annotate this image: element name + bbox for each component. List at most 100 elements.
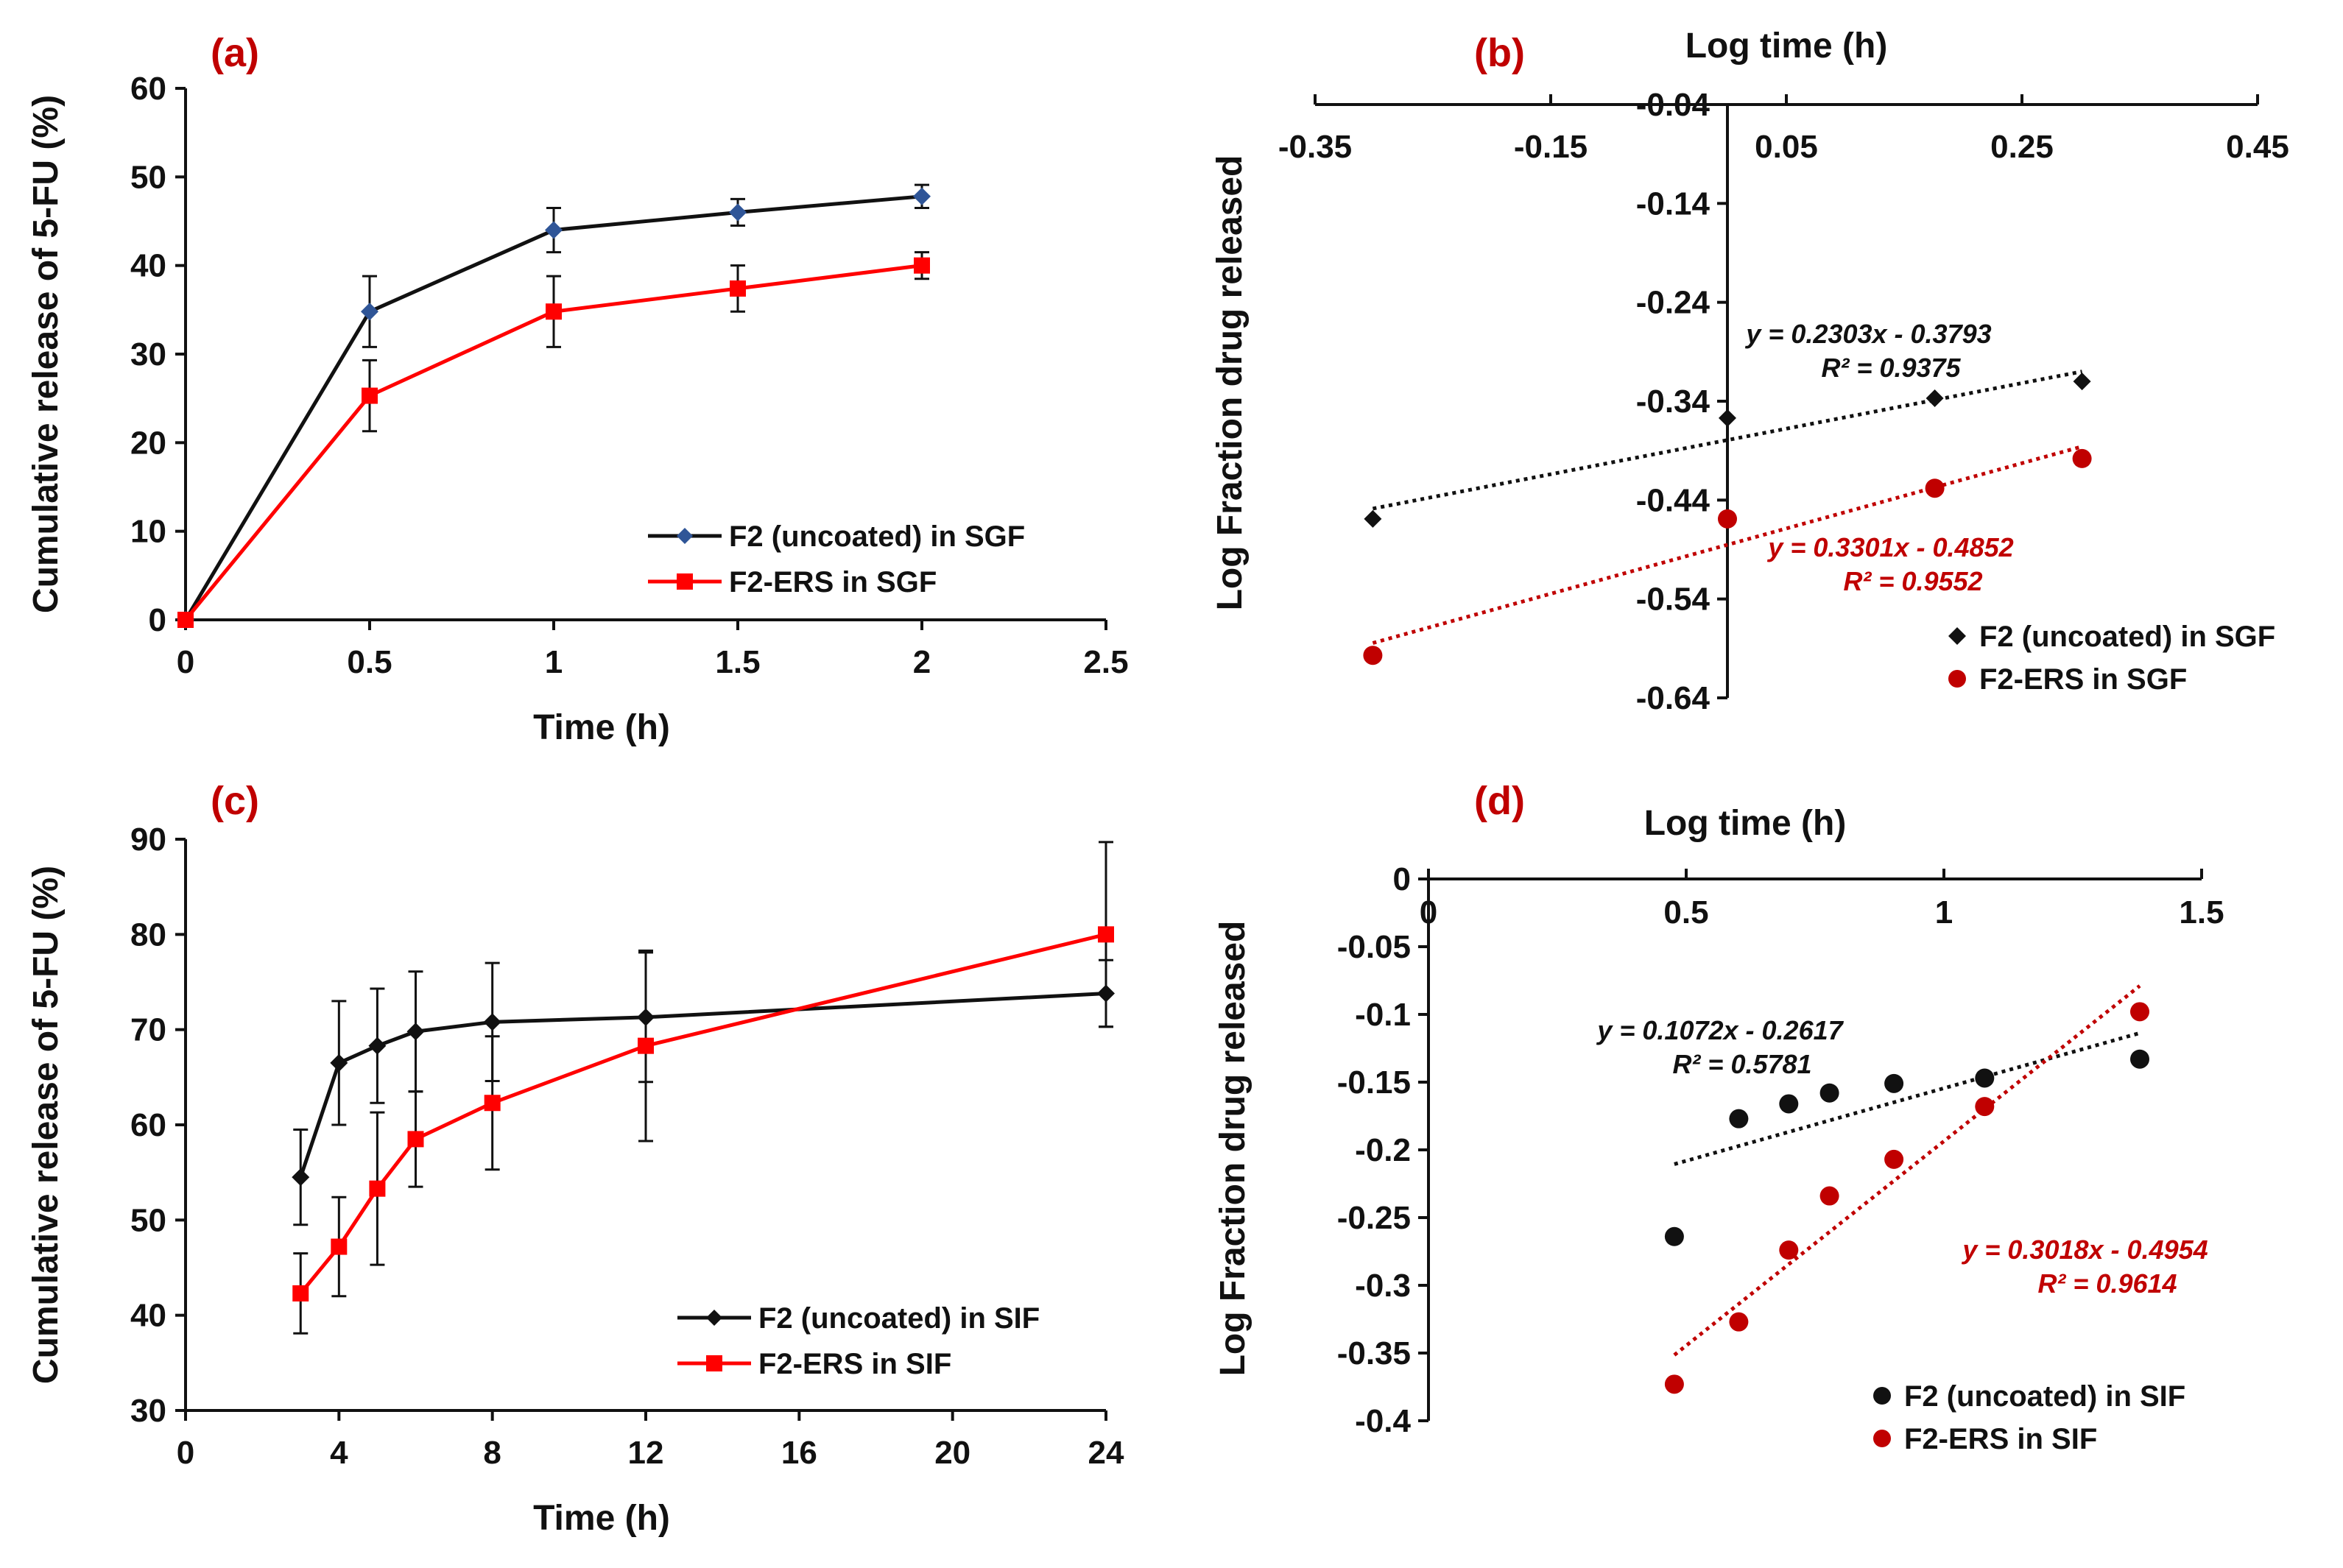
data-point — [729, 203, 747, 222]
y-tick-label: 40 — [130, 1298, 166, 1334]
fit-equation: y = 0.2303x - 0.3793 — [1744, 319, 1991, 349]
x-tick-label: 8 — [483, 1435, 501, 1471]
fit-equation: y = 0.3301x - 0.4852 — [1766, 532, 2013, 562]
y-tick-label: 20 — [130, 425, 166, 461]
data-point — [1975, 1068, 1995, 1088]
y-tick-label: 10 — [130, 514, 166, 550]
data-point — [483, 1013, 501, 1031]
data-point — [1664, 1226, 1684, 1246]
panel-label: (c) — [211, 779, 259, 823]
legend-label: F2-ERS in SGF — [729, 566, 937, 598]
data-point — [2072, 448, 2092, 468]
legend-label: F2 (uncoated) in SIF — [758, 1302, 1040, 1335]
panel-c: 30 40 50 60 70 80 90 0 4 8 12 16 20 24 Time (h) Cumulat… — [27, 779, 1124, 1538]
legend-label: F2 (uncoated) in SGF — [729, 520, 1025, 553]
x-tick-label: 0.5 — [1663, 894, 1708, 930]
trend-line — [1372, 445, 2083, 645]
data-point — [1718, 509, 1737, 529]
x-tick-label: -0.35 — [1278, 129, 1352, 165]
data-point — [913, 187, 931, 205]
legend-marker — [677, 573, 693, 590]
y-tick-label: -0.15 — [1337, 1064, 1411, 1101]
data-point — [1779, 1094, 1799, 1114]
data-point — [406, 1023, 425, 1041]
data-point — [368, 1036, 387, 1055]
x-tick-label: 0.05 — [1755, 129, 1818, 165]
data-point — [1779, 1240, 1799, 1260]
data-point — [330, 1053, 348, 1072]
y-tick-label: -0.34 — [1636, 384, 1710, 420]
data-point — [2130, 1002, 2149, 1022]
legend-label: F2-ERS in SGF — [1979, 663, 2187, 696]
data-point — [1819, 1186, 1839, 1206]
fit-r-squared: R² = 0.5781 — [1672, 1049, 1811, 1079]
fit-r-squared: R² = 0.9552 — [1843, 566, 1982, 596]
data-point — [1664, 1374, 1684, 1394]
data-point — [2130, 1049, 2149, 1069]
x-tick-label: 16 — [781, 1435, 817, 1471]
data-point — [1363, 646, 1383, 665]
data-point — [369, 1180, 386, 1197]
x-axis-title: Log time (h) — [1644, 804, 1847, 843]
legend-label: F2 (uncoated) in SGF — [1979, 621, 2275, 653]
data-point — [1925, 478, 1945, 498]
y-tick-label: -0.04 — [1636, 87, 1710, 123]
y-axis-title: Cumulative release of 5-FU (%) — [27, 95, 66, 613]
data-point — [730, 280, 746, 297]
legend-marker — [1948, 670, 1966, 688]
x-tick-label: 1.5 — [2179, 894, 2224, 930]
x-tick-label: -0.15 — [1514, 129, 1588, 165]
data-point — [1098, 926, 1114, 943]
x-tick-label: 0.5 — [347, 644, 392, 680]
y-tick-label: 80 — [130, 917, 166, 953]
series-line — [183, 194, 923, 621]
series-line — [299, 932, 1107, 1295]
trend-line — [1673, 984, 2141, 1357]
y-tick-label: 40 — [130, 248, 166, 284]
data-point — [1364, 509, 1382, 528]
data-point — [1729, 1312, 1749, 1332]
x-tick-label: 1 — [545, 644, 563, 680]
y-tick-label: -0.64 — [1636, 680, 1710, 716]
x-tick-label: 2 — [913, 644, 931, 680]
y-tick-label: 60 — [130, 1107, 166, 1143]
fit-equation: y = 0.1072x - 0.2617 — [1596, 1015, 1844, 1045]
legend-marker — [1873, 1387, 1891, 1405]
data-point — [545, 221, 563, 239]
legend-marker — [1948, 627, 1966, 645]
y-tick-label: 70 — [130, 1012, 166, 1048]
data-point — [361, 303, 378, 321]
x-tick-label: 1 — [1935, 894, 1953, 930]
fit-equation: y = 0.3018x - 0.4954 — [1961, 1235, 2208, 1265]
panel-label: (d) — [1474, 779, 1525, 823]
x-tick-label: 0 — [1420, 894, 1437, 930]
x-tick-label: 12 — [628, 1435, 664, 1471]
y-axis-title: Log Fraction drug released — [1213, 921, 1252, 1377]
data-point — [331, 1238, 348, 1255]
y-axis-title: Cumulative release of 5-FU (%) — [27, 866, 66, 1384]
data-point — [1926, 389, 1944, 407]
data-point — [2073, 372, 2091, 391]
legend-label: F2-ERS in SIF — [758, 1348, 951, 1380]
y-tick-label: -0.44 — [1636, 482, 1710, 518]
fit-r-squared: R² = 0.9614 — [2037, 1268, 2177, 1299]
y-tick-label: 30 — [130, 1393, 166, 1429]
y-tick-label: -0.14 — [1636, 186, 1710, 222]
fit-r-squared: R² = 0.9375 — [1821, 353, 1961, 383]
data-point — [177, 612, 194, 628]
legend-marker — [1873, 1430, 1891, 1447]
x-tick-label: 20 — [934, 1435, 970, 1471]
data-point — [1975, 1097, 1995, 1117]
y-tick-label: -0.24 — [1636, 285, 1710, 321]
y-tick-label: -0.35 — [1337, 1335, 1411, 1371]
panel-b: -0.35 -0.15 0.05 0.25 0.45 -0.04 -0.14 -0.24 -0.… — [1211, 27, 2289, 716]
y-tick-label: 0 — [149, 602, 166, 638]
panel-a: 0 10 20 30 40 50 60 0 0.5 1 1.5 2 2.5 Time (h) Cumulat… — [27, 31, 1129, 747]
legend-marker — [706, 1355, 722, 1371]
x-tick-label: 4 — [330, 1435, 348, 1471]
x-axis-title: Time (h) — [533, 708, 670, 747]
data-point — [484, 1095, 501, 1112]
panel-d: 0 0.5 1 1.50-0.05-0.1-0.15-0.2-0.25-0.3-0.3… — [1213, 779, 2224, 1455]
y-tick-label: 50 — [130, 1202, 166, 1238]
y-tick-label: -0.4 — [1355, 1403, 1411, 1439]
